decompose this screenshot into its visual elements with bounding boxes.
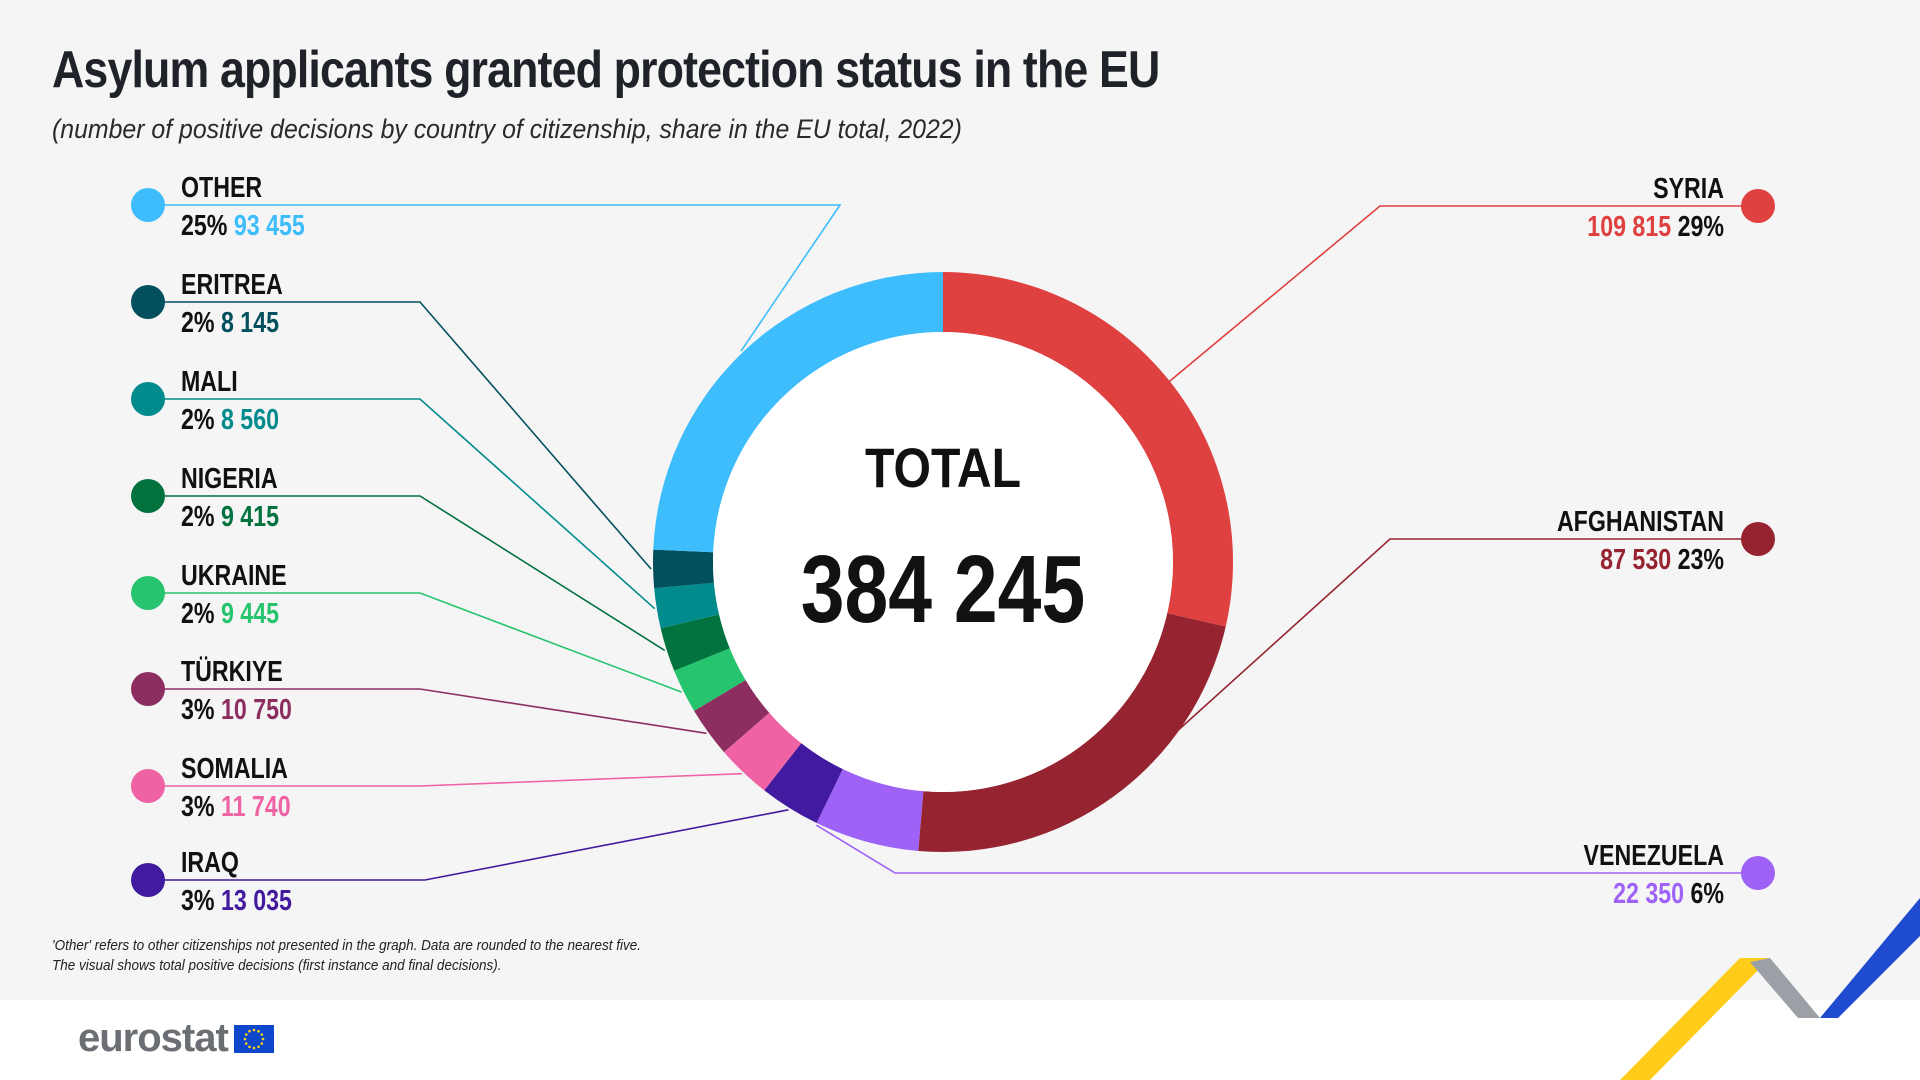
- eurostat-logo: eurostat: [78, 1016, 274, 1061]
- label-share-turkiye: 3%: [181, 692, 221, 725]
- label-name-turkiye: TÜRKIYE: [181, 654, 283, 687]
- leader-syria: [1164, 205, 1758, 386]
- legend-dot-ukraine: [131, 576, 165, 610]
- eu-flag-icon: [233, 1024, 274, 1053]
- label-name-somalia: SOMALIA: [181, 751, 288, 784]
- label-values-turkiye: 3% 10 750: [181, 692, 292, 725]
- slice-iraq: [764, 743, 843, 824]
- legend-dot-venezuela: [1741, 856, 1775, 890]
- total-label: TOTAL: [865, 438, 1021, 500]
- slice-mali: [654, 582, 720, 629]
- label-name-nigeria: NIGERIA: [181, 461, 278, 494]
- label-value-nigeria: 9 415: [221, 499, 279, 532]
- label-share-iraq: 3%: [181, 883, 221, 916]
- legend-dot-other: [131, 188, 165, 222]
- label-share-mali: 2%: [181, 402, 221, 435]
- note-line-visual: The visual shows total positive decision…: [52, 957, 502, 974]
- label-share-afghanistan: 23%: [1678, 542, 1724, 575]
- eurostat-logo-text: eurostat: [78, 1016, 229, 1060]
- label-value-ukraine: 9 445: [221, 596, 279, 629]
- label-name-mali: MALI: [181, 364, 238, 397]
- label-values-syria: 109 815 29%: [1587, 209, 1724, 242]
- slice-afghanistan: [918, 613, 1226, 852]
- label-share-ukraine: 2%: [181, 596, 221, 629]
- leader-afghanistan: [1109, 538, 1758, 793]
- slice-ukraine: [674, 648, 746, 711]
- label-value-turkiye: 10 750: [221, 692, 292, 725]
- label-value-somalia: 11 740: [221, 789, 291, 822]
- decorative-ribbon-icon: [1620, 898, 1920, 1080]
- label-share-eritrea: 2%: [181, 305, 221, 338]
- donut-chart: TOTAL 384 245 OTHER 25% 93 455 ERITREA 2% 8 1…: [131, 170, 1775, 917]
- leader-nigeria: [150, 495, 666, 652]
- slice-turkiye: [694, 680, 770, 753]
- leader-venezuela: [816, 824, 1758, 874]
- legend-dot-turkiye: [131, 672, 165, 706]
- legend-dot-afghanistan: [1741, 522, 1775, 556]
- leader-eritrea: [150, 301, 652, 570]
- label-name-eritrea: ERITREA: [181, 267, 283, 300]
- note-line-other: 'Other' refers to other citizenships not…: [52, 937, 642, 954]
- label-values-ukraine: 2% 9 445: [181, 596, 279, 629]
- leader-somalia: [150, 772, 742, 787]
- leader-iraq: [150, 809, 789, 881]
- label-values-other: 25% 93 455: [181, 208, 305, 241]
- donut-center: [713, 332, 1173, 792]
- footer-band: [0, 1000, 1920, 1080]
- label-name-venezuela: VENEZUELA: [1584, 838, 1724, 871]
- legend-dot-eritrea: [131, 285, 165, 319]
- leader-mali: [150, 398, 656, 610]
- total-value: 384 245: [801, 536, 1085, 643]
- label-value-afghanistan: 87 530: [1600, 542, 1677, 575]
- label-share-venezuela: 6%: [1690, 876, 1724, 909]
- legend-dot-iraq: [131, 863, 165, 897]
- label-share-other: 25%: [181, 208, 234, 241]
- label-value-syria: 109 815: [1587, 209, 1677, 242]
- label-values-mali: 2% 8 560: [181, 402, 279, 435]
- label-values-venezuela: 22 350 6%: [1613, 876, 1724, 909]
- label-value-iraq: 13 035: [221, 883, 292, 916]
- label-name-afghanistan: AFGHANISTAN: [1557, 504, 1724, 537]
- legend-dot-somalia: [131, 769, 165, 803]
- leader-other: [150, 204, 842, 352]
- legend-dot-mali: [131, 382, 165, 416]
- chart-notes: 'Other' refers to other citizenships not…: [52, 936, 641, 976]
- legend-dot-nigeria: [131, 479, 165, 513]
- label-share-syria: 29%: [1678, 209, 1724, 242]
- label-share-nigeria: 2%: [181, 499, 221, 532]
- label-value-mali: 8 560: [221, 402, 279, 435]
- chart-title: Asylum applicants granted protection sta…: [52, 41, 1160, 99]
- leader-ukraine: [150, 592, 682, 693]
- label-value-venezuela: 22 350: [1613, 876, 1690, 909]
- label-values-somalia: 3% 11 740: [181, 789, 291, 822]
- slice-nigeria: [660, 614, 730, 671]
- legend-dot-syria: [1741, 189, 1775, 223]
- leader-turkiye: [150, 688, 707, 735]
- label-value-eritrea: 8 145: [221, 305, 279, 338]
- slice-venezuela: [816, 769, 924, 851]
- label-value-other: 93 455: [234, 208, 305, 241]
- slice-somalia: [723, 712, 802, 791]
- label-name-other: OTHER: [181, 170, 262, 203]
- chart-subtitle: (number of positive decisions by country…: [52, 114, 962, 144]
- slice-other: [653, 272, 943, 553]
- label-values-nigeria: 2% 9 415: [181, 499, 279, 532]
- label-name-iraq: IRAQ: [181, 845, 239, 878]
- slice-syria: [943, 272, 1234, 627]
- label-name-ukraine: UKRAINE: [181, 558, 287, 591]
- label-values-afghanistan: 87 530 23%: [1600, 542, 1724, 575]
- label-values-iraq: 3% 13 035: [181, 883, 292, 916]
- label-share-somalia: 3%: [181, 789, 221, 822]
- label-values-eritrea: 2% 8 145: [181, 305, 279, 338]
- label-name-syria: SYRIA: [1653, 171, 1724, 204]
- slice-eritrea: [653, 549, 714, 589]
